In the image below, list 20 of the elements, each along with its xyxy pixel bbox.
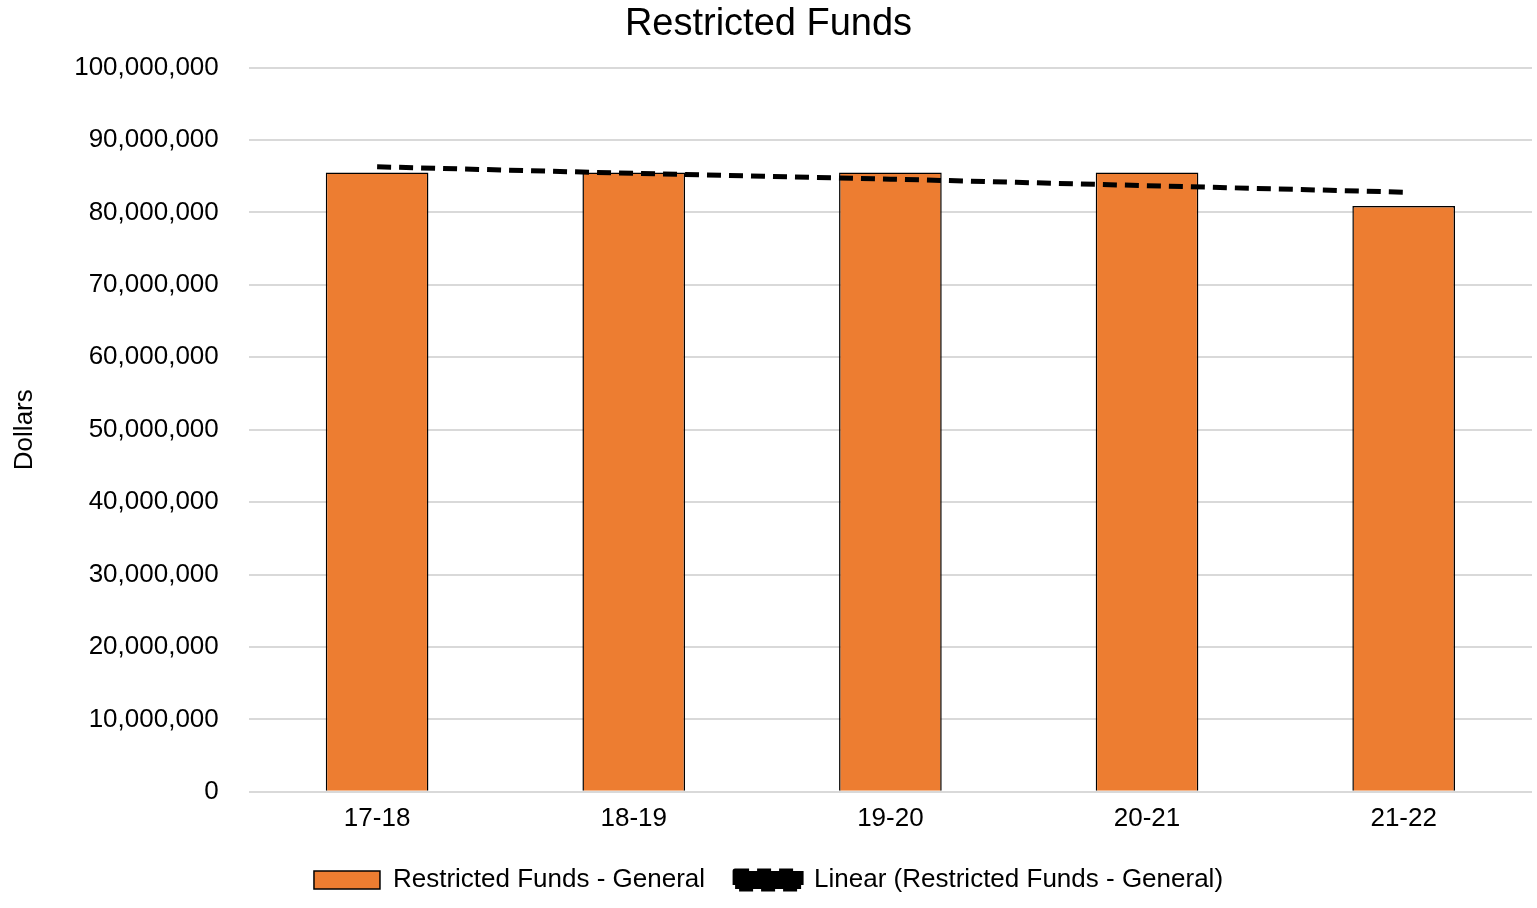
x-tick-label: 21-22 xyxy=(1370,801,1437,832)
y-axis-title: Dollars xyxy=(7,389,38,471)
y-tick-label: 70,000,000 xyxy=(88,268,219,299)
y-tick-label: 30,000,000 xyxy=(88,557,219,588)
y-tick-label: 60,000,000 xyxy=(88,340,219,371)
chart-title: Restricted Funds xyxy=(624,1,913,44)
x-tick-label: 20-21 xyxy=(1113,801,1181,832)
y-tick-label: 50,000,000 xyxy=(88,412,219,443)
y-tick-label: 10,000,000 xyxy=(88,702,219,733)
y-tick-label: 0 xyxy=(204,774,219,805)
x-tick-label: 18-19 xyxy=(600,801,667,832)
x-tick-label: 17-18 xyxy=(343,801,411,832)
y-tick-label: 20,000,000 xyxy=(88,630,219,661)
y-tick-label: 80,000,000 xyxy=(88,195,219,226)
y-tick-label: 90,000,000 xyxy=(88,123,219,154)
legend-label: Linear (Restricted Funds - General) xyxy=(814,863,1224,894)
x-tick-label: 19-20 xyxy=(857,801,924,832)
y-tick-label: 100,000,000 xyxy=(74,50,219,81)
y-tick-label: 40,000,000 xyxy=(88,485,219,516)
legend-label: Restricted Funds - General xyxy=(392,863,706,894)
